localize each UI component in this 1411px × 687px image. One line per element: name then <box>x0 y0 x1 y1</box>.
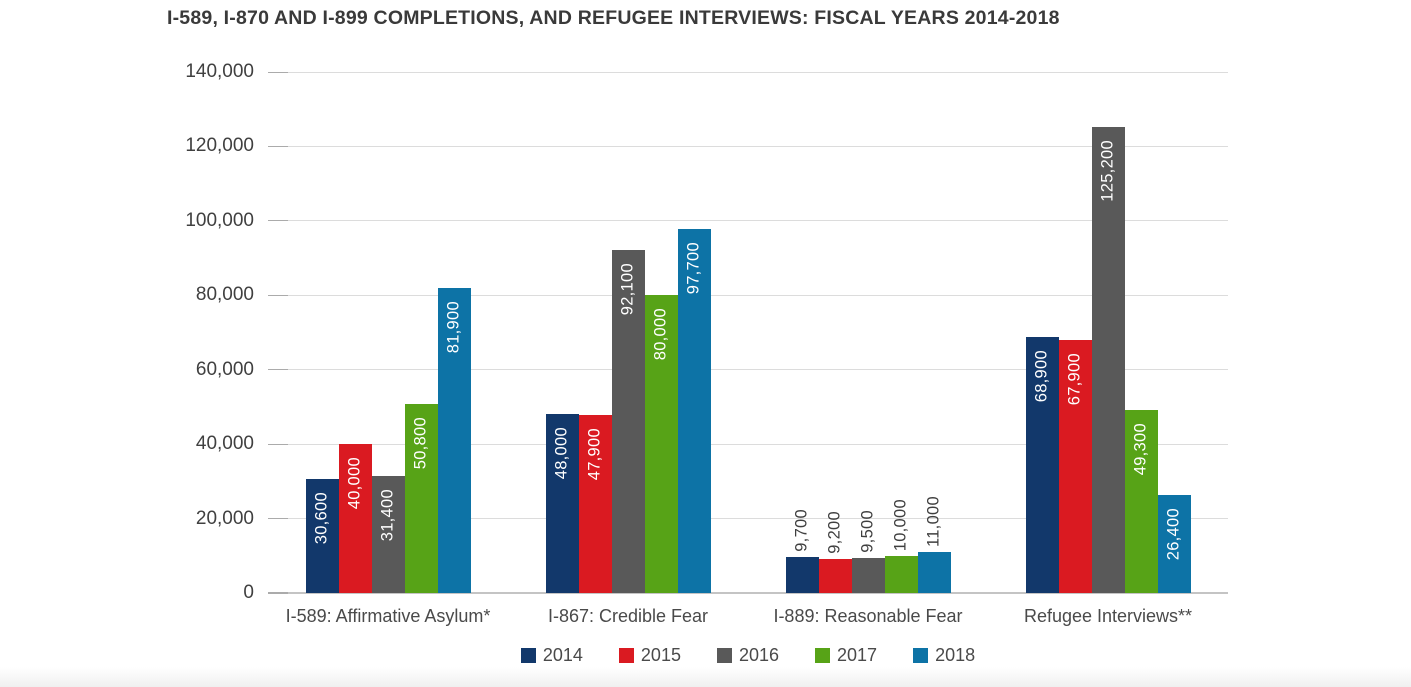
category-label: Refugee Interviews** <box>1023 606 1193 626</box>
bar-2015: 40,000 <box>338 444 372 593</box>
bar-2018: 81,900 <box>437 288 471 593</box>
legend-item-2015: 2015 <box>618 645 681 666</box>
y-axis-label: 80,000 <box>195 284 254 306</box>
y-tick-mark <box>268 145 288 147</box>
bar-value-label: 11,000 <box>924 496 943 548</box>
bar-value-label: 49,300 <box>1131 422 1150 475</box>
bar-group: 9,700 9,200 9,500 10,000 11,000 I-889: Reason… <box>748 72 988 626</box>
gridline <box>268 71 1228 73</box>
legend-label: 2014 <box>542 645 583 665</box>
bar-value-label: 9,200 <box>825 511 844 554</box>
bar-2016: 92,100 <box>611 250 645 593</box>
plot-area: 0 20,000 40,000 60,000 80,000 100,000 120,000 1… <box>185 62 1228 626</box>
legend-swatch-icon <box>815 648 831 663</box>
gridline <box>268 518 1228 520</box>
y-axis-label: 60,000 <box>195 358 254 380</box>
legend: 2014 2015 2016 2017 2018 <box>268 645 1228 666</box>
bar-value-label: 26,400 <box>1164 507 1183 561</box>
bar-value-label: 80,000 <box>651 308 670 361</box>
bar-2018: 97,700 <box>677 229 711 593</box>
y-tick-mark <box>268 294 288 296</box>
legend-item-2014: 2014 <box>520 645 583 666</box>
category-label: I-589: Affirmative Asylum* <box>285 606 491 626</box>
bottom-divider-strip <box>0 667 1411 687</box>
bar-value-label: 125,200 <box>1098 140 1117 202</box>
bar-value-label: 31,400 <box>378 489 397 542</box>
bar-2014: 68,900 <box>1025 336 1059 593</box>
y-tick-mark <box>268 443 288 445</box>
legend-swatch-icon <box>716 648 732 663</box>
gridline <box>268 369 1228 371</box>
bar-2017: 50,800 <box>404 404 438 593</box>
legend-swatch-icon <box>618 648 634 663</box>
gridline <box>268 220 1228 222</box>
gridline <box>268 294 1228 296</box>
y-tick-mark <box>268 369 288 371</box>
bar-value-label: 50,800 <box>411 417 430 470</box>
bar-value-label: 47,900 <box>585 427 604 480</box>
bar-value-label: 30,600 <box>312 492 331 545</box>
bar-value-label: 9,700 <box>792 509 811 552</box>
y-tick-mark <box>268 518 288 520</box>
legend-label: 2018 <box>935 645 976 665</box>
bar-value-label: 10,000 <box>891 498 910 551</box>
y-tick-mark <box>268 220 288 222</box>
gridline <box>268 145 1228 147</box>
legend-label: 2015 <box>640 645 681 665</box>
bar-2017: 10,000 <box>884 499 918 593</box>
y-axis-label: 100,000 <box>185 209 254 231</box>
bar-value-label: 9,500 <box>858 509 877 553</box>
bar-2017: 49,300 <box>1124 409 1158 593</box>
bar-group: 48,000 47,900 92,100 80,000 97,700 I-867: Cre… <box>508 72 748 626</box>
y-axis-label: 40,000 <box>195 433 254 455</box>
bar-2014: 30,600 <box>305 479 339 593</box>
legend-item-2018: 2018 <box>913 645 975 666</box>
bar-group-bars: 48,000 47,900 92,100 80,000 97,700 <box>508 72 748 593</box>
bar-group-bars: 30,600 40,000 31,400 50,800 81,900 <box>268 72 508 593</box>
legend-swatch-icon <box>913 648 929 663</box>
bar-group-bars: 9,700 9,200 9,500 10,000 11,000 <box>748 72 988 593</box>
bar-value-label: 92,100 <box>618 263 637 316</box>
bar-2018: 26,400 <box>1157 494 1191 593</box>
chart-title: I-589, I-870 AND I-899 COMPLETIONS, AND … <box>167 7 1060 29</box>
category-label: I-889: Reasonable Fear <box>773 606 963 626</box>
bar-value-label: 81,900 <box>444 301 463 354</box>
bar-value-label: 40,000 <box>345 457 364 510</box>
bar-2015: 67,900 <box>1058 340 1092 593</box>
category-label: I-867: Credible Fear <box>547 606 709 626</box>
bar-2018: 11,000 <box>917 496 951 593</box>
bar-value-label: 48,000 <box>552 427 571 480</box>
gridline <box>268 443 1228 445</box>
bar-value-label: 97,700 <box>684 242 703 295</box>
bar-2014: 9,700 <box>785 509 819 593</box>
bar-group-bars: 68,900 67,900 125,200 49,300 26,400 <box>988 72 1228 593</box>
legend-label: 2017 <box>837 645 878 665</box>
x-axis-line <box>268 592 1228 594</box>
legend-swatch-icon <box>520 648 536 663</box>
y-tick-mark <box>268 71 288 73</box>
y-axis-label: 120,000 <box>185 135 254 157</box>
y-axis-label: 0 <box>243 582 254 603</box>
legend-item-2017: 2017 <box>815 645 877 666</box>
bar-group: 68,900 67,900 125,200 49,300 26,400 Refugee I… <box>988 72 1228 626</box>
bar-2014: 48,000 <box>545 414 579 593</box>
bar-2017: 80,000 <box>644 295 678 593</box>
bar-2016: 31,400 <box>371 476 405 593</box>
legend-item-2016: 2016 <box>716 645 780 666</box>
y-axis-label: 20,000 <box>195 507 254 529</box>
bar-group: 30,600 40,000 31,400 50,800 81,900 I-589: Aff… <box>268 72 508 626</box>
bar-2016: 125,200 <box>1091 127 1125 593</box>
bar-2015: 9,200 <box>818 511 852 593</box>
bar-2016: 9,500 <box>851 510 885 593</box>
bar-value-label: 68,900 <box>1032 349 1051 402</box>
y-axis-label: 140,000 <box>185 61 254 82</box>
y-tick-mark <box>268 592 288 594</box>
bar-2015: 47,900 <box>578 414 612 593</box>
legend-label: 2016 <box>738 645 780 665</box>
bar-value-label: 67,900 <box>1065 353 1084 406</box>
